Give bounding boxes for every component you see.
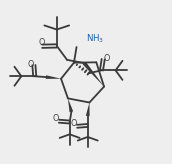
Text: O: O <box>52 114 58 123</box>
Polygon shape <box>68 98 73 112</box>
Polygon shape <box>86 102 90 116</box>
Polygon shape <box>46 75 61 79</box>
Text: O: O <box>103 54 110 63</box>
Polygon shape <box>83 62 104 87</box>
Text: O: O <box>70 119 77 128</box>
Text: O: O <box>38 38 45 47</box>
Text: NH$_3$: NH$_3$ <box>86 33 104 45</box>
Text: O: O <box>27 60 34 69</box>
